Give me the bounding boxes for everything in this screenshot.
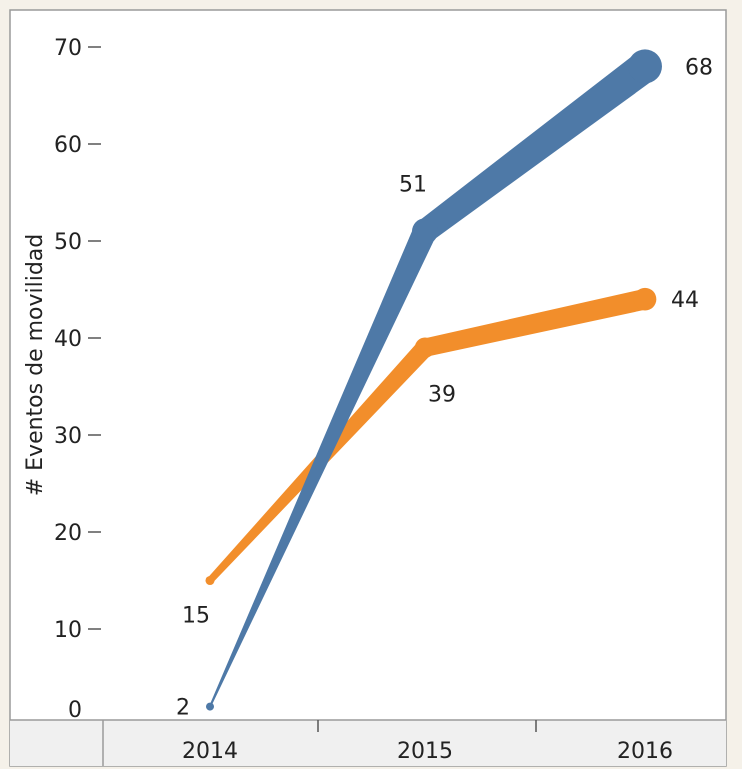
data-label: 15: [182, 604, 210, 629]
x-tick-label: 2014: [182, 739, 238, 764]
data-labels: 2 51 68 15 39 44: [176, 55, 713, 720]
series-1-point: [414, 337, 436, 358]
data-label: 2: [176, 696, 190, 721]
x-tick-label: 2015: [397, 739, 453, 764]
y-tick-label: 50: [54, 230, 82, 255]
series-layer: [205, 49, 662, 711]
y-tick-label: 70: [54, 36, 82, 61]
series-1-point: [205, 575, 215, 586]
series-0-point: [412, 218, 438, 245]
y-tick-label: 10: [54, 618, 82, 643]
chart-frame: [9, 9, 727, 767]
y-tick-label: 0: [68, 698, 82, 723]
y-tick-label: 40: [54, 327, 82, 352]
series-0-segment: [417, 53, 655, 241]
series-0: [206, 49, 662, 711]
x-axis: 2014 2015 2016: [182, 720, 673, 764]
data-label: 44: [671, 288, 699, 313]
data-label: 39: [428, 383, 456, 408]
x-axis-band: [10, 720, 726, 766]
y-tick-label: 30: [54, 424, 82, 449]
series-0-segment: [209, 226, 436, 708]
series-1-segment: [423, 289, 648, 357]
series-1-point: [633, 287, 657, 311]
data-label: 68: [685, 55, 713, 80]
data-label: 51: [399, 172, 427, 197]
y-tick-label: 60: [54, 133, 82, 158]
y-axis: 0 10 20 30 40 50 60 70: [54, 36, 101, 723]
y-axis-title: # Eventos de movilidad: [23, 234, 48, 497]
x-tick-label: 2016: [617, 739, 673, 764]
series-0-point: [628, 49, 662, 84]
y-tick-label: 20: [54, 521, 82, 546]
series-0-point: [206, 702, 214, 711]
